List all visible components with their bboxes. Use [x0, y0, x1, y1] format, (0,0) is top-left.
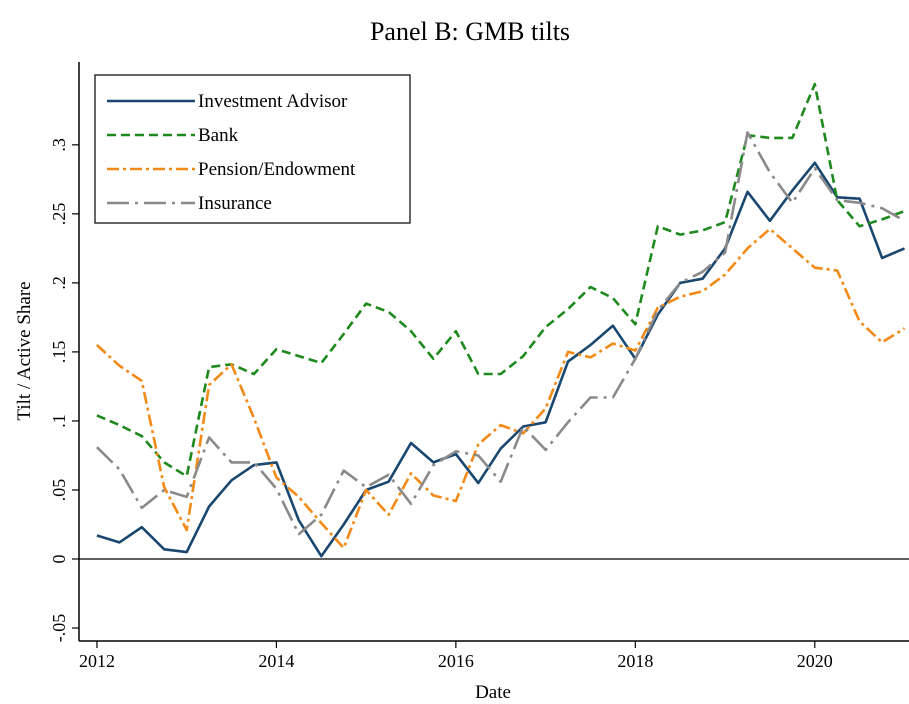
- legend-label: Insurance: [198, 193, 272, 214]
- y-tick-label: 0: [49, 554, 69, 563]
- x-tick-label: 2014: [258, 651, 294, 671]
- y-tick-label: -.05: [49, 614, 69, 643]
- legend-box: [94, 74, 411, 224]
- x-tick-label: 2018: [617, 651, 653, 671]
- legend-label: Investment Advisor: [198, 91, 348, 112]
- series-line: [95, 131, 906, 536]
- y-tick-label: .25: [49, 203, 69, 226]
- x-tick-label: 2020: [797, 651, 833, 671]
- y-tick-label: .05: [49, 479, 69, 502]
- x-tick-label: 2016: [438, 651, 474, 671]
- y-tick-label: .2: [49, 276, 69, 290]
- x-axis-label: Date: [475, 682, 511, 703]
- y-tick-label: .3: [49, 138, 69, 152]
- legend-label: Pension/Endowment: [198, 159, 356, 180]
- y-tick-label: .1: [49, 414, 69, 428]
- y-tick-label: .15: [49, 341, 69, 364]
- chart-title: Panel B: GMB tilts: [370, 17, 570, 46]
- x-tick-label: 2012: [79, 651, 115, 671]
- y-axis-label: Tilt / Active Share: [14, 281, 35, 420]
- series-line: [96, 161, 906, 558]
- legend-label: Bank: [198, 125, 239, 146]
- series-line: [96, 227, 906, 550]
